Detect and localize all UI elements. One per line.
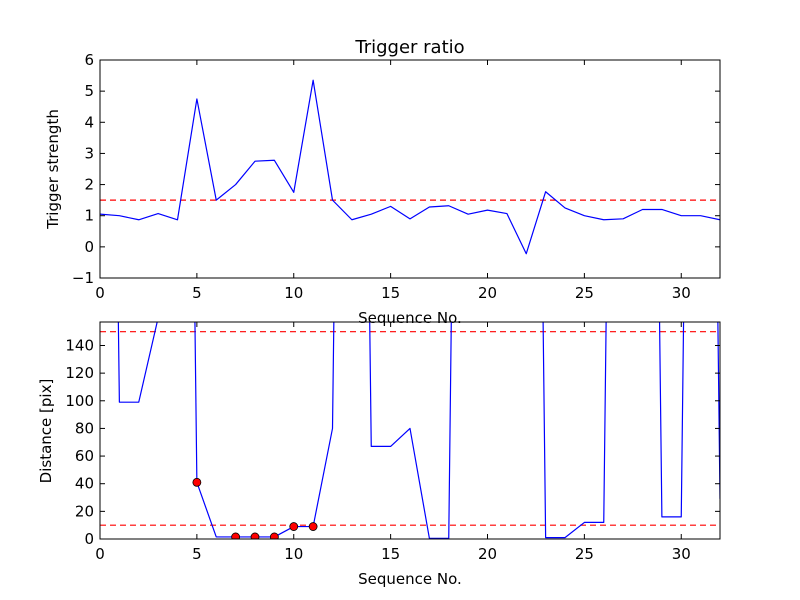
- y-tick-label: 2: [84, 176, 94, 194]
- y-tick-label: 60: [75, 447, 94, 465]
- y-tick-label: 5: [84, 82, 94, 100]
- plot-area: [100, 79, 720, 255]
- y-tick-label: −1: [72, 269, 94, 287]
- distance-chart: Sequence No. Distance [pix] 0 5 10 15 20 25 30…: [37, 321, 721, 588]
- data-point: [250, 532, 260, 539]
- y-axis-label: Trigger strength: [44, 109, 62, 230]
- chart-title: Trigger ratio: [354, 37, 464, 58]
- y-tick-label: 20: [75, 502, 94, 520]
- y-tick-label: 100: [65, 392, 94, 410]
- y-axis-label: Distance [pix]: [37, 379, 55, 484]
- x-axis-label: Sequence No.: [358, 570, 462, 588]
- x-tick-label: 20: [478, 284, 497, 302]
- x-tick-label: 5: [192, 284, 202, 302]
- x-tick-label: 0: [95, 545, 105, 563]
- x-axis-label: Sequence No.: [358, 309, 462, 327]
- x-tick-label: 25: [575, 284, 594, 302]
- data-point: [308, 522, 318, 531]
- data-point: [192, 477, 202, 487]
- y-tick-label: 40: [75, 475, 94, 493]
- y-tick-label: 4: [84, 113, 94, 131]
- x-tick-label: 30: [672, 284, 691, 302]
- x-tick-label: 10: [284, 545, 303, 563]
- x-tick-label: 0: [95, 284, 105, 302]
- y-tick-label: 0: [84, 238, 94, 256]
- x-tick-label: 25: [575, 545, 594, 563]
- series-line: [117, 322, 720, 539]
- x-tick-label: 15: [381, 545, 400, 563]
- series-line: [100, 79, 720, 255]
- data-point: [269, 532, 279, 539]
- data-point: [231, 532, 241, 539]
- trigger-ratio-chart: Trigger ratio Sequence No. Trigger stren…: [44, 37, 721, 327]
- y-tick-label: 140: [65, 336, 94, 354]
- y-tick-label: 3: [84, 144, 94, 162]
- x-tick-label: 15: [381, 284, 400, 302]
- plot-area: [100, 322, 720, 539]
- y-tick-label: 1: [84, 207, 94, 225]
- axes-frame: [99, 321, 721, 540]
- x-tick-label: 20: [478, 545, 497, 563]
- y-tick-label: 6: [84, 51, 94, 69]
- x-tick-label: 10: [284, 284, 303, 302]
- y-tick-label: 120: [65, 364, 94, 382]
- x-tick-label: 5: [192, 545, 202, 563]
- x-tick-label: 30: [672, 545, 691, 563]
- y-tick-label: 0: [84, 530, 94, 548]
- y-tick-label: 80: [75, 419, 94, 437]
- axes-frame: [99, 59, 721, 279]
- data-point: [289, 522, 299, 531]
